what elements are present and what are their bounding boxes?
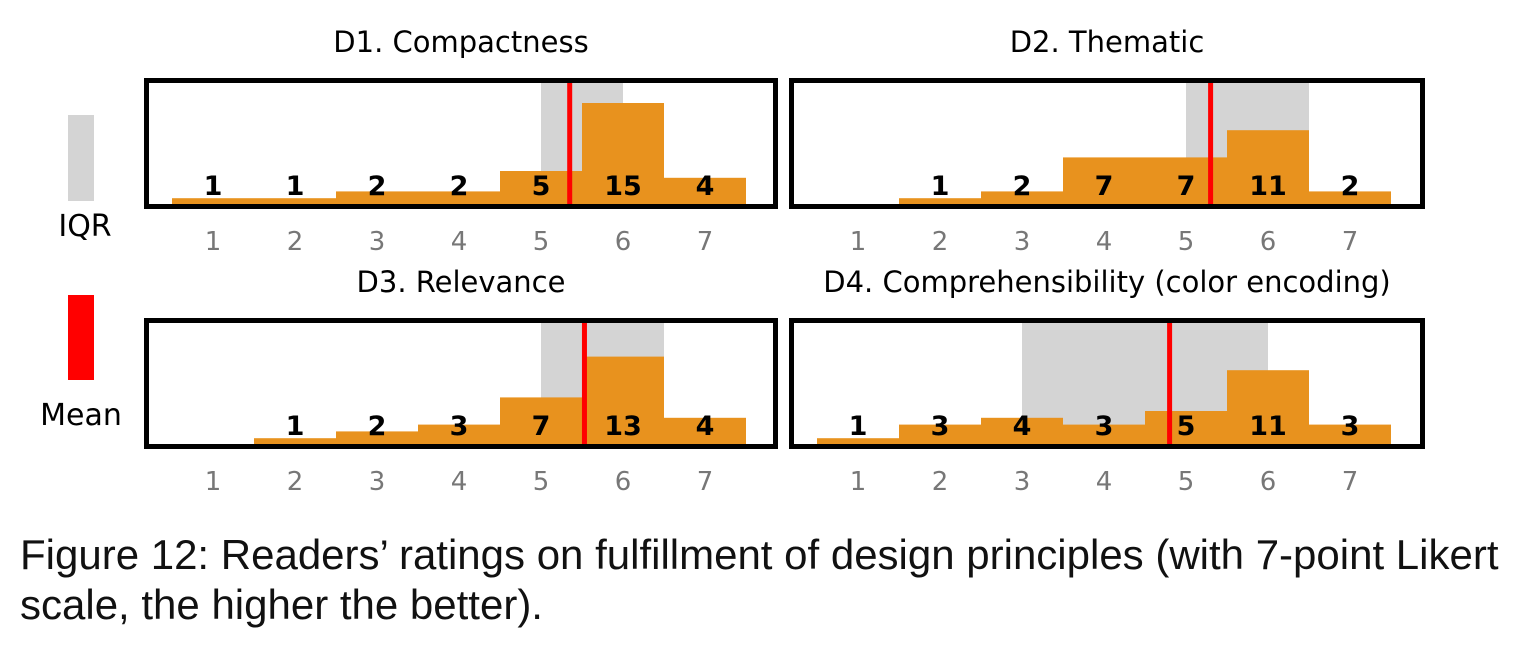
panel-3: D3. Relevance 1 2 3 7 13 4 1 2 3 4 5 6 7 xyxy=(144,265,778,497)
x-tick-label: 1 xyxy=(850,227,867,257)
x-tick-label: 7 xyxy=(697,227,714,257)
mean-legend-swatch xyxy=(68,295,94,380)
data-label: 1 xyxy=(286,171,305,202)
data-label: 7 xyxy=(1177,171,1196,202)
data-label: 1 xyxy=(286,411,305,442)
x-tick-label: 7 xyxy=(1342,227,1359,257)
iqr-legend-label: IQR xyxy=(58,209,111,244)
bar xyxy=(664,417,746,445)
bar xyxy=(418,424,500,445)
bar xyxy=(981,191,1063,205)
bar xyxy=(172,198,254,205)
data-label: 11 xyxy=(1249,171,1287,202)
data-label: 1 xyxy=(849,411,868,442)
mean-legend-label: Mean xyxy=(40,398,122,433)
data-label: 3 xyxy=(1095,411,1114,442)
panel-4: D4. Comprehensibility (color encoding) 1 3… xyxy=(789,265,1425,497)
bar xyxy=(500,397,582,445)
data-label: 7 xyxy=(1095,171,1114,202)
data-label: 5 xyxy=(532,171,551,202)
panel-1: D1. Compactness 1 1 2 2 5 15 4 1 2 3 4 5 6 7 xyxy=(144,25,778,257)
data-label: 3 xyxy=(931,411,950,442)
x-tick-label: 5 xyxy=(533,227,550,257)
data-label: 1 xyxy=(204,171,223,202)
x-tick-label: 5 xyxy=(1178,467,1195,497)
x-tick-label: 6 xyxy=(1260,467,1277,497)
data-label: 15 xyxy=(604,171,642,202)
x-tick-label: 1 xyxy=(205,467,222,497)
iqr-legend-swatch xyxy=(68,115,94,201)
x-tick-label: 6 xyxy=(1260,227,1277,257)
bar xyxy=(1145,157,1227,205)
x-tick-label: 7 xyxy=(697,467,714,497)
x-tick-label: 6 xyxy=(615,467,632,497)
bar xyxy=(336,191,418,205)
legend: IQR Mean xyxy=(40,115,122,433)
data-label: 3 xyxy=(450,411,469,442)
panel-frame xyxy=(144,78,778,209)
data-label: 7 xyxy=(532,411,551,442)
bar xyxy=(1145,411,1227,445)
data-label: 1 xyxy=(931,171,950,202)
bar xyxy=(664,177,746,205)
bar xyxy=(899,424,981,445)
x-tick-label: 3 xyxy=(1014,227,1031,257)
bar xyxy=(981,417,1063,445)
x-tick-label: 6 xyxy=(615,227,632,257)
bar xyxy=(1227,370,1309,445)
x-tick-label: 3 xyxy=(369,467,386,497)
data-label: 2 xyxy=(450,171,469,202)
data-label: 4 xyxy=(696,411,715,442)
bar xyxy=(817,438,899,445)
bar xyxy=(582,103,664,205)
bar xyxy=(1063,424,1145,445)
data-label: 4 xyxy=(696,171,715,202)
panel-title: D3. Relevance xyxy=(357,265,566,299)
x-tick-label: 2 xyxy=(287,227,304,257)
x-tick-label: 5 xyxy=(1178,227,1195,257)
data-label: 11 xyxy=(1249,411,1287,442)
bar xyxy=(1309,424,1391,445)
x-tick-label: 1 xyxy=(205,227,222,257)
panel-title: D4. Comprehensibility (color encoding) xyxy=(823,265,1391,299)
x-tick-label: 1 xyxy=(850,467,867,497)
bar xyxy=(254,198,336,205)
data-label: 13 xyxy=(604,411,642,442)
x-tick-label: 4 xyxy=(451,227,468,257)
x-tick-label: 3 xyxy=(369,227,386,257)
data-label: 2 xyxy=(368,411,387,442)
data-label: 3 xyxy=(1341,411,1360,442)
panel-2: D2. Thematic 1 2 7 7 11 2 1 2 3 4 5 6 7 xyxy=(789,25,1425,257)
bar xyxy=(899,198,981,205)
bar xyxy=(1227,130,1309,205)
data-label: 2 xyxy=(1013,171,1032,202)
bar xyxy=(254,438,336,445)
x-tick-label: 4 xyxy=(1096,467,1113,497)
data-label: 4 xyxy=(1013,411,1032,442)
x-tick-label: 5 xyxy=(533,467,550,497)
bar xyxy=(336,431,418,445)
bar xyxy=(582,356,664,445)
bar xyxy=(418,191,500,205)
x-tick-label: 2 xyxy=(932,467,949,497)
x-tick-label: 7 xyxy=(1342,467,1359,497)
x-tick-label: 2 xyxy=(287,467,304,497)
figure-caption: Figure 12: Readers’ ratings on fulfillme… xyxy=(20,531,1499,628)
x-tick-label: 3 xyxy=(1014,467,1031,497)
panel-frame xyxy=(789,78,1425,209)
x-tick-label: 4 xyxy=(451,467,468,497)
panel-title: D2. Thematic xyxy=(1010,25,1205,59)
panel-frame xyxy=(144,318,778,449)
data-label: 2 xyxy=(368,171,387,202)
x-tick-label: 4 xyxy=(1096,227,1113,257)
bar xyxy=(1309,191,1391,205)
data-label: 2 xyxy=(1341,171,1360,202)
x-tick-label: 2 xyxy=(932,227,949,257)
data-label: 5 xyxy=(1177,411,1196,442)
panel-frame xyxy=(789,318,1425,449)
bar xyxy=(1063,157,1145,205)
panel-title: D1. Compactness xyxy=(333,25,588,59)
